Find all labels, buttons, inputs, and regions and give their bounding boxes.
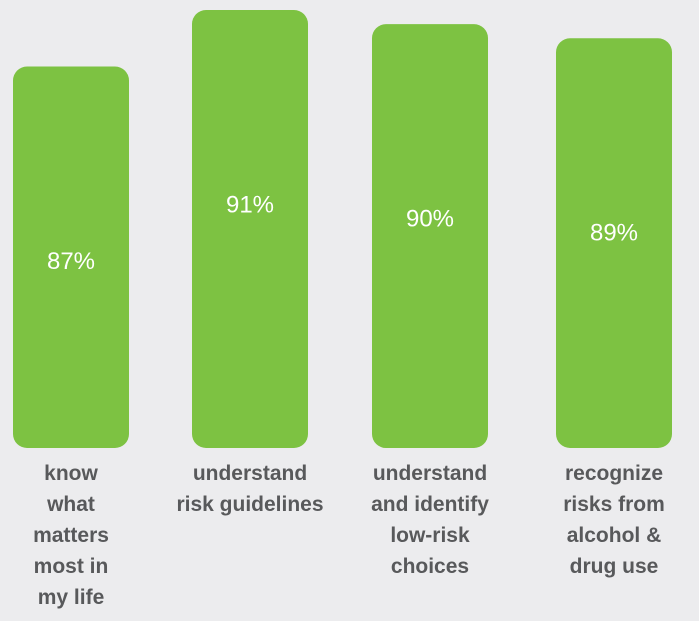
bar: [13, 66, 129, 449]
bar: [192, 10, 308, 448]
bar: [372, 24, 488, 449]
category-label: understand and identify low-risk choices: [371, 462, 489, 578]
value-label: 90%: [406, 205, 454, 232]
bar: [556, 38, 672, 449]
value-label: 87%: [47, 248, 95, 275]
category-label: recognize risks from alcohol & drug use: [563, 462, 665, 578]
category-label: understand risk guidelines: [176, 462, 324, 516]
category-label: know what matters most in my life: [33, 462, 109, 609]
value-label: 89%: [590, 220, 638, 247]
value-label: 91%: [226, 191, 274, 218]
